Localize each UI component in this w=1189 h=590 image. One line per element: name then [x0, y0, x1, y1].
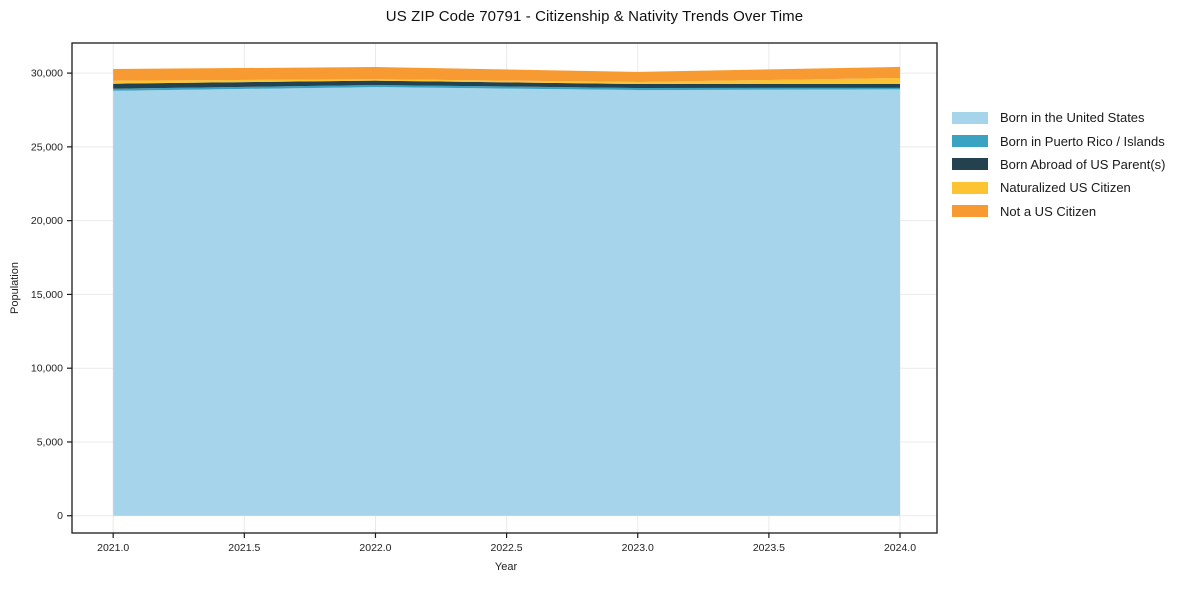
x-tick-label: 2024.0: [884, 542, 916, 554]
y-tick-label: 5,000: [37, 436, 63, 448]
legend-label: Born in Puerto Rico / Islands: [1000, 133, 1165, 149]
legend-item-naturalized-us-citizen: Naturalized US Citizen: [952, 176, 1165, 199]
y-tick-label: 15,000: [31, 289, 63, 301]
area-naturalized-us-citizen: [113, 77, 901, 85]
area-born-in-the-united-states: [113, 87, 901, 516]
legend: Born in the United States Born in Puerto …: [952, 106, 1165, 223]
legend-label: Born Abroad of US Parent(s): [1000, 156, 1166, 172]
y-tick-label: 0: [57, 510, 63, 522]
x-tick-label: 2022.0: [359, 542, 391, 554]
y-axis-label: Population: [9, 262, 21, 314]
legend-item-born-abroad-of-us-parent-s: Born Abroad of US Parent(s): [952, 153, 1165, 176]
legend-label: Naturalized US Citizen: [1000, 180, 1131, 196]
y-tick-label: 20,000: [31, 215, 63, 227]
legend-item-not-a-us-citizen: Not a US Citizen: [952, 200, 1165, 223]
legend-swatch: [952, 135, 988, 148]
area-not-a-us-citizen: [113, 66, 901, 82]
y-tick-label: 25,000: [31, 141, 63, 153]
legend-swatch: [952, 181, 988, 194]
legend-item-born-in-puerto-rico-islands: Born in Puerto Rico / Islands: [952, 129, 1165, 152]
legend-label: Born in the United States: [1000, 110, 1145, 126]
x-tick-label: 2022.5: [491, 542, 523, 554]
legend-swatch: [952, 158, 988, 171]
legend-swatch: [952, 111, 988, 124]
legend-label: Not a US Citizen: [1000, 203, 1097, 219]
x-tick-label: 2021.0: [97, 542, 129, 554]
y-tick-label: 30,000: [31, 68, 63, 80]
area-born-abroad-of-us-parent-s: [113, 80, 901, 89]
x-axis-label: Year: [494, 561, 518, 573]
x-tick-label: 2021.5: [228, 542, 260, 554]
x-tick-label: 2023.0: [622, 542, 654, 554]
y-tick-label: 10,000: [31, 363, 63, 375]
legend-item-born-in-the-united-states: Born in the United States: [952, 106, 1165, 129]
legend-swatch: [952, 205, 988, 218]
chart-title: US ZIP Code 70791 - Citizenship & Nativi…: [385, 8, 804, 25]
x-tick-label: 2023.5: [753, 542, 785, 554]
plot-border: [71, 42, 938, 534]
area-born-in-puerto-rico-islands: [113, 85, 901, 91]
